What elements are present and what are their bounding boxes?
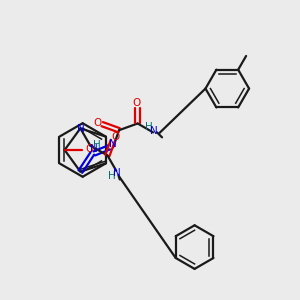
Text: O: O	[112, 132, 120, 142]
Text: H: H	[94, 140, 101, 150]
Text: N: N	[150, 126, 158, 136]
Text: N: N	[90, 145, 98, 154]
Text: O: O	[133, 98, 141, 108]
Text: H: H	[107, 171, 115, 181]
Text: O: O	[93, 118, 101, 128]
Text: H: H	[145, 122, 153, 132]
Text: O: O	[85, 144, 94, 154]
Text: N: N	[77, 124, 85, 134]
Text: N: N	[109, 140, 117, 149]
Text: N: N	[113, 168, 121, 178]
